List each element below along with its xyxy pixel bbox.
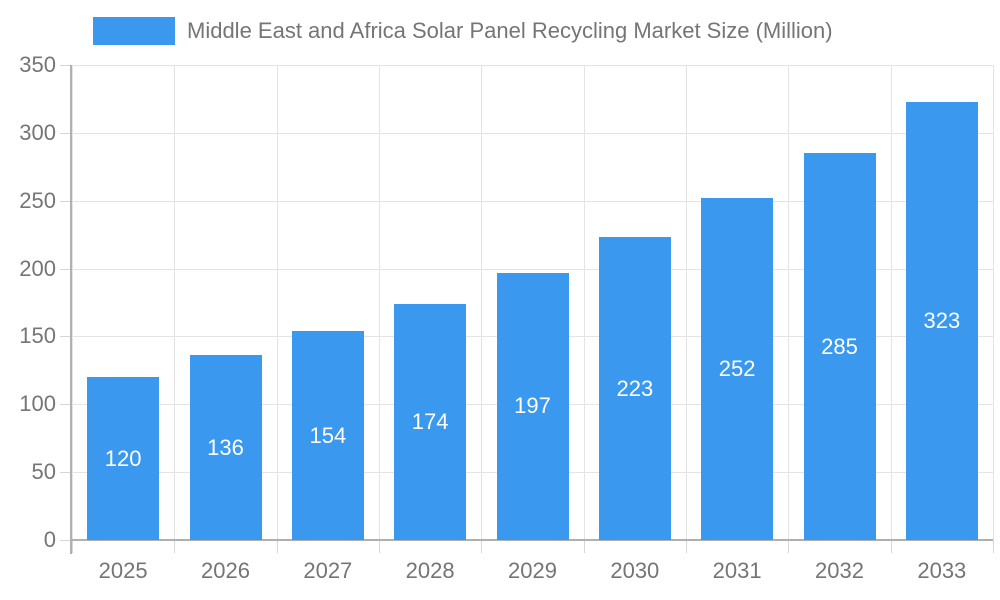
x-axis-label: 2031 [712, 558, 762, 583]
x-axis-tick [993, 540, 994, 553]
y-axis-tick [60, 540, 72, 541]
bar-value-label: 197 [514, 393, 551, 419]
gridline-vertical [788, 65, 790, 540]
y-axis-label: 100 [19, 391, 56, 417]
y-axis-tick [60, 268, 72, 270]
bar-value-label: 120 [104, 445, 142, 471]
y-axis-label: 350 [19, 52, 56, 77]
gridline-horizontal [72, 132, 993, 134]
x-axis-tick [72, 540, 73, 553]
gridline-horizontal [72, 65, 993, 66]
bar[interactable]: 120 [87, 377, 160, 540]
x-axis-tick [379, 540, 380, 553]
gridline-horizontal [72, 200, 993, 202]
bar-value-label: 154 [309, 422, 347, 448]
legend-label: Middle East and Africa Solar Panel Recyc… [187, 18, 833, 43]
x-axis-label: 2033 [917, 558, 967, 583]
x-axis-label: 2027 [303, 558, 353, 583]
bar-value-label: 136 [207, 434, 244, 460]
bar[interactable]: 136 [189, 355, 262, 540]
gridline-vertical [686, 65, 687, 540]
bar-value-label: 252 [718, 356, 756, 381]
x-axis-label: 2030 [610, 558, 660, 583]
bar[interactable]: 154 [291, 331, 364, 540]
gridline-vertical [993, 65, 994, 540]
y-axis-label: 300 [19, 119, 56, 145]
gridline-vertical [276, 65, 278, 540]
x-axis-tick [890, 540, 892, 553]
x-axis-label: 2029 [508, 558, 557, 583]
gridline-vertical [890, 65, 892, 540]
bar[interactable]: 285 [803, 153, 876, 540]
gridline-horizontal [72, 268, 993, 270]
y-axis-label: 0 [43, 527, 56, 552]
bar[interactable]: 323 [905, 101, 978, 540]
gridline-vertical [174, 65, 176, 540]
x-axis-tick [481, 540, 483, 553]
x-axis-tick [788, 540, 790, 553]
legend-swatch [93, 17, 175, 45]
y-axis-tick [60, 472, 72, 474]
x-axis-label: 2025 [98, 558, 148, 583]
bar[interactable]: 197 [496, 272, 569, 540]
x-axis-tick [276, 540, 278, 553]
gridline-vertical [379, 65, 380, 540]
y-axis-tick [60, 200, 72, 202]
y-axis-label: 50 [31, 459, 56, 485]
y-axis-line [70, 65, 72, 554]
gridline-vertical [72, 65, 73, 540]
legend-item[interactable]: Middle East and Africa Solar Panel Recyc… [93, 17, 833, 45]
y-axis-tick [60, 404, 72, 406]
y-axis-label: 200 [19, 255, 56, 281]
bar-value-label: 174 [411, 408, 449, 434]
gridline-vertical [481, 65, 483, 540]
bar-value-label: 223 [616, 375, 654, 401]
bar-value-label: 285 [821, 333, 858, 359]
x-axis-label: 2032 [815, 558, 864, 583]
x-axis-tick [686, 540, 687, 553]
bar[interactable]: 223 [598, 237, 671, 540]
x-axis-tick [174, 540, 176, 553]
y-axis-tick [60, 65, 72, 66]
y-axis-label: 150 [19, 323, 56, 349]
x-axis-label: 2026 [201, 558, 250, 583]
x-axis-tick [583, 540, 585, 553]
bar[interactable]: 252 [701, 198, 774, 540]
bar[interactable]: 174 [394, 303, 467, 540]
y-axis-tick [60, 336, 72, 338]
y-axis-tick [60, 132, 72, 134]
bar-value-label: 323 [923, 307, 961, 333]
gridline-vertical [583, 65, 585, 540]
y-axis-label: 250 [19, 187, 56, 213]
x-axis-label: 2028 [405, 558, 455, 583]
x-axis-line [72, 539, 993, 541]
